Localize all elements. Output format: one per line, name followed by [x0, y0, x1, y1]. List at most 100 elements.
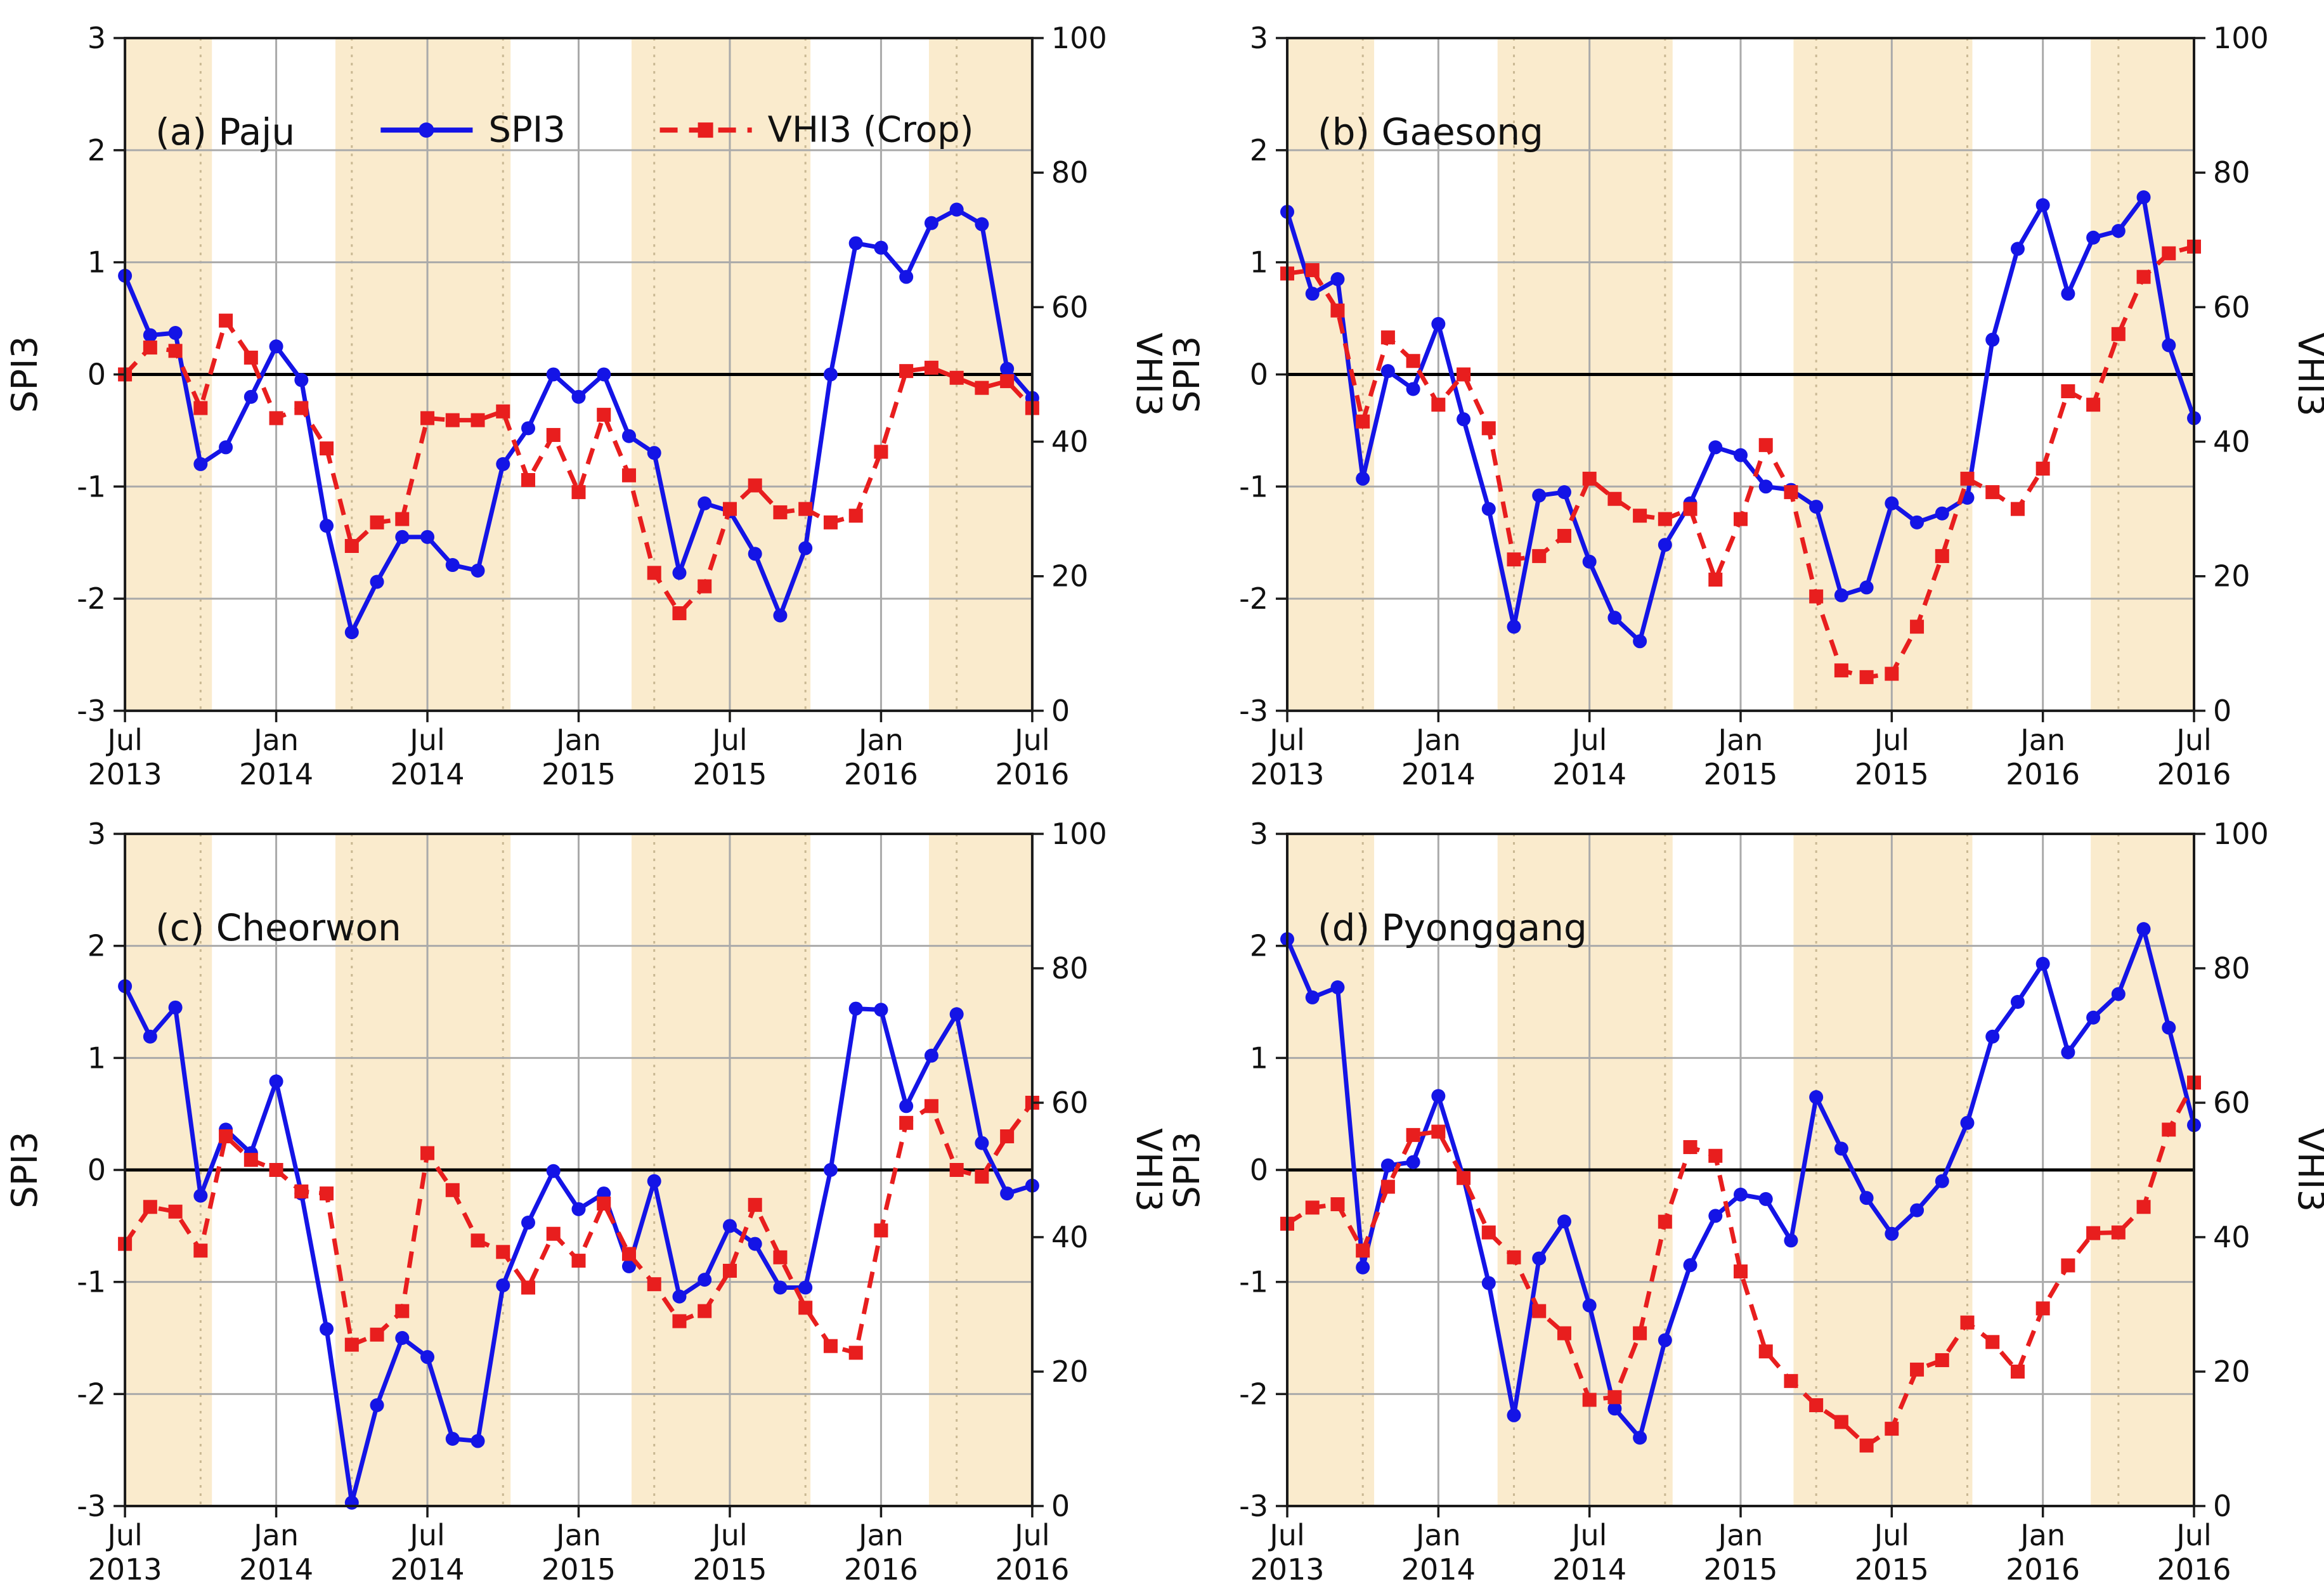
vhi3-marker [874, 1223, 888, 1238]
spi3-marker [924, 1048, 938, 1063]
vhi3-marker [1859, 670, 1874, 684]
spi3-marker [1582, 1298, 1597, 1313]
x-tick-month-label: Jul [2174, 723, 2211, 757]
vhi3-marker [2010, 1365, 2025, 1379]
spi3-marker [823, 1163, 838, 1177]
spi3-marker [2136, 922, 2151, 937]
spi3-marker [370, 575, 384, 589]
chart-panel-a: 3210-1-2-3100806040200Jul2013Jan2014Jul2… [4, 21, 1162, 791]
x-tick-month-label: Jul [1268, 723, 1304, 757]
spi3-marker [1607, 1401, 1622, 1416]
spi3-marker [243, 389, 258, 404]
vhi3-marker [722, 502, 737, 516]
vhi3-marker [370, 515, 384, 529]
vhi3-marker [2086, 1226, 2101, 1240]
vhi3-marker [848, 1346, 863, 1360]
spi3-marker [2035, 198, 2050, 212]
vhi3-marker [1784, 485, 1798, 500]
vhi3-marker [2086, 398, 2101, 412]
spi3-marker [1985, 1029, 2000, 1044]
spi3-marker [1734, 1187, 1748, 1202]
vhi3-marker [698, 1304, 712, 1318]
spi3-marker [1557, 1214, 1571, 1229]
spi3-tick-label: 3 [88, 21, 106, 55]
chart-panel-d: 3210-1-2-3100806040200Jul2013Jan2014Jul2… [1167, 817, 2324, 1587]
vhi3-marker [1935, 1353, 1949, 1367]
vhi3-marker [773, 505, 788, 519]
spi3-marker [294, 373, 309, 387]
vhi3-marker [420, 1146, 435, 1160]
vhi3-marker [571, 485, 586, 500]
vhi3-marker [848, 509, 863, 523]
vhi3-marker [1683, 1140, 1698, 1154]
spi3-marker [344, 625, 359, 640]
spi3-marker [848, 1001, 863, 1016]
spi3-marker [521, 421, 536, 436]
vhi3-marker [1910, 1362, 1925, 1377]
spi3-marker [420, 1350, 435, 1365]
vhi3-tick-label: 40 [1051, 1220, 1089, 1254]
spi3-tick-label: 2 [88, 133, 106, 167]
x-tick-year-label: 2013 [1250, 757, 1324, 791]
panel-title: (a) Paju [155, 110, 295, 153]
vhi3-marker [1481, 1225, 1496, 1240]
spi3-marker [748, 547, 762, 561]
vhi3-marker [1834, 663, 1848, 678]
vhi3-marker [344, 1337, 359, 1352]
vhi3-marker [1582, 1393, 1597, 1407]
vhi3-marker [1305, 1200, 1320, 1215]
spi3-tick-label: -3 [77, 1489, 106, 1523]
panel-c-cheorwon: 3 2 1 0 -1 -2 -3 100 80 60 40 20 0 Jul 2013 Jan 2014 Jul 2… [0, 796, 1162, 1591]
vhi3-marker [899, 1115, 914, 1130]
spi3-marker [1633, 634, 1647, 649]
spi3-marker [1758, 479, 1773, 494]
spi3-marker [1406, 1155, 1420, 1169]
vhi3-marker [143, 1200, 157, 1214]
vhi3-marker [722, 1264, 737, 1278]
vhi3-marker [1985, 1335, 2000, 1349]
x-tick-year-label: 2014 [390, 757, 464, 791]
vhi3-marker [269, 411, 283, 425]
vhi3-tick-label: 60 [1051, 1086, 1089, 1120]
x-tick-month-label: Jan [857, 1518, 904, 1552]
x-tick-year-label: 2013 [88, 757, 162, 791]
spi3-marker [1910, 1203, 1925, 1218]
vhi3-marker [193, 401, 208, 415]
legend: SPI3 VHI3 (Crop) [380, 110, 973, 151]
vhi3-marker [1885, 1422, 1899, 1436]
vhi3-tick-label: 100 [2213, 21, 2269, 55]
x-tick-month-label: Jul [1013, 1518, 1050, 1552]
spi3-marker [1532, 1251, 1547, 1266]
x-tick-month-label: Jan [252, 1518, 299, 1552]
vhi3-tick-label: 40 [2213, 425, 2250, 459]
x-tick-month-label: Jul [1570, 723, 1607, 757]
chart-panel-b: 3210-1-2-3100806040200Jul2013Jan2014Jul2… [1167, 21, 2324, 791]
spi3-tick-label: 3 [1250, 817, 1268, 851]
vhi3-marker [1431, 398, 1446, 412]
spi3-marker [395, 529, 410, 544]
spi3-marker [773, 608, 788, 623]
x-tick-month-label: Jul [1013, 723, 1050, 757]
vhi3-axis-label: VHI3 [2290, 1128, 2324, 1212]
spi3-tick-label: 1 [1250, 1041, 1268, 1075]
spi3-marker [899, 1099, 914, 1114]
vhi3-tick-label: 20 [2213, 1354, 2250, 1389]
spi3-marker [748, 1237, 762, 1251]
spi3-marker [2162, 338, 2176, 353]
spi3-marker [1431, 1089, 1446, 1103]
vhi3-marker [1481, 421, 1496, 436]
x-tick-month-label: Jan [1717, 1518, 1763, 1552]
x-tick-year-label: 2016 [844, 1552, 918, 1587]
vhi3-marker [2061, 384, 2075, 399]
vhi3-tick-label: 0 [1051, 1489, 1070, 1523]
spi3-tick-label: -1 [77, 1265, 106, 1299]
legend-vhi3-label: VHI3 (Crop) [768, 110, 974, 151]
spi3-marker [722, 1219, 737, 1233]
spi3-tick-label: -1 [1239, 469, 1268, 503]
spi3-marker [546, 1164, 561, 1178]
vhi3-marker [1000, 374, 1015, 389]
spi3-marker [1859, 1191, 1874, 1205]
x-tick-year-label: 2016 [2006, 757, 2080, 791]
vhi3-marker [1406, 354, 1420, 368]
